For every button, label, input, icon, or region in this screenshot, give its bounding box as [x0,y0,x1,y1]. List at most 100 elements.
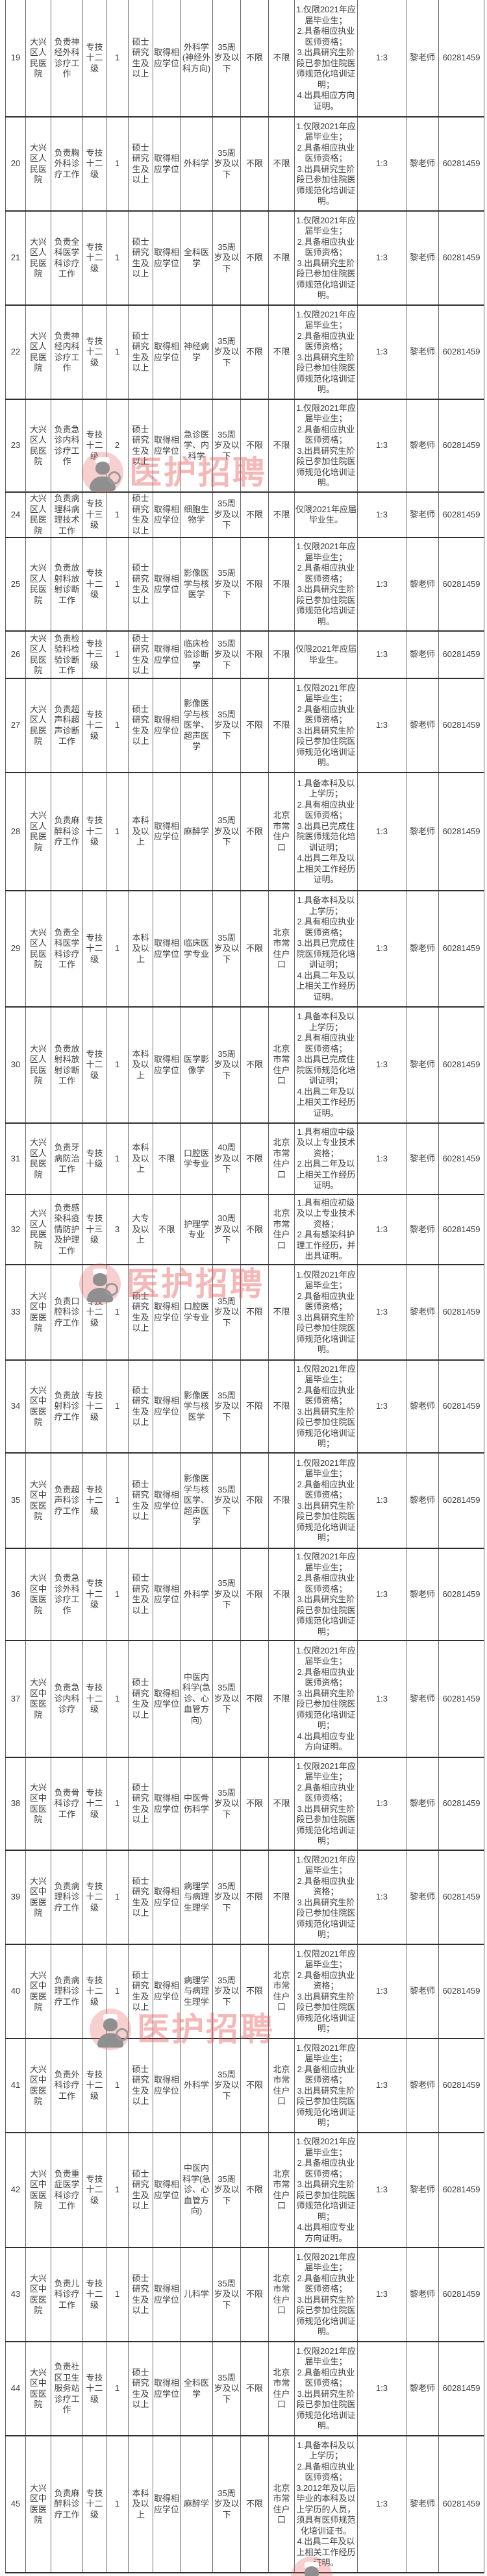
cell-org: 大兴区人民医院 [25,630,51,678]
cell-remarks: 1.仅限2021年应届毕业生； 2.具备相应执业医师资格； 3.出具研究生阶段已… [294,1452,358,1548]
cell-hukou: 北京市常住户口 [268,1122,295,1195]
cell-age: 35周岁及以下 [212,399,241,492]
cell-age: 35周岁及以下 [212,1359,241,1453]
cell-contact: 黎老师 [406,890,439,1007]
cell-gender: 不限 [240,2435,269,2573]
job-row: 28 大兴区人民医院 负责麻醉科诊疗工作 专技十二级 1 本科及以上 取得相应学位 麻醉学 35… [5,772,484,891]
cell-count: 1 [106,1548,129,1641]
cell-phone: 60281459 [438,2435,484,2573]
cell-age: 35周岁及以下 [212,2132,241,2248]
cell-age: 35周岁及以下 [212,772,241,891]
cell-remarks: 1.仅限2021年应届毕业生； 2.具备相应执业医师资格； 3.出具研究生阶段已… [294,0,358,117]
cell-count: 1 [106,1452,129,1548]
cell-duty: 负责神经外科诊疗工作 [51,0,83,117]
cell-major: 中医内科学(急诊、心血管方向) [180,2132,213,2248]
cell-major: 中医骨伤科学 [180,1757,213,1850]
cell-hukou: 不限 [268,304,295,399]
cell-contact: 黎老师 [406,116,439,211]
cell-major: 外科学 [180,2038,213,2133]
job-row: 26 大兴区人民医院 负责检验科检验诊断工作 专技十三级 1 硕士研究生及以上 取得相应学位… [5,630,484,678]
cell-org: 大兴区中医医院 [25,1757,51,1850]
cell-no: 19 [5,0,26,117]
cell-level: 专技十级 [82,1122,106,1195]
cell-count: 1 [106,304,129,399]
cell-hukou: 不限 [268,1452,295,1548]
cell-ratio: 1:3 [357,1850,406,1944]
cell-count: 1 [106,890,129,1007]
cell-duty: 负责放射科放射诊断工作 [51,537,83,631]
cell-remarks: 1.仅限2021年应届毕业生； 2.具备相应执业医师资格； 3.出具研究生阶段已… [294,2247,358,2342]
cell-contact: 黎老师 [406,491,439,538]
cell-org: 大兴区中医医院 [25,1640,51,1757]
cell-remarks: 1.具备本科及以上学历； 2.具备相应执业医师资格； 3.2012年及以后毕业的… [294,2435,358,2573]
cell-age: 35周岁及以下 [212,1006,241,1123]
cell-duty: 负责麻醉科诊疗工作 [51,772,83,891]
cell-edu: 硕士研究生及以上 [128,2038,153,2133]
cell-ratio: 1:3 [357,2247,406,2342]
cell-remarks: 1.仅限2021年应届毕业生； 2.具备相应执业医师资格； 3.出具研究生阶段已… [294,2341,358,2436]
cell-degree: 取得相应学位 [153,1359,181,1453]
cell-remarks: 1.仅限2021年应届毕业生； 2.具备相应执业医师资格； 3.出具研究生阶段已… [294,1548,358,1641]
cell-phone: 60281459 [438,1122,484,1195]
cell-major: 外科学 [180,116,213,211]
cell-phone: 60281459 [438,2247,484,2342]
cell-edu: 硕士研究生及以上 [128,116,153,211]
job-row: 33 大兴区中医医院 负责口腔科诊疗工作 专技十二级 1 硕士研究生及以上 取得相应学位 口腔… [5,1264,484,1360]
cell-major: 中医内科学(急诊、心血管方向) [180,1640,213,1757]
cell-major: 影像医学与核医学 [180,1359,213,1453]
cell-level: 专技十二级 [82,2038,106,2133]
cell-contact: 黎老师 [406,678,439,773]
job-table: 19 大兴区人民医院 负责神经外科诊疗工作 专技十二级 1 硕士研究生及以上 取得相应学位外… [5,0,484,2573]
cell-remarks: 1.仅限2021年应届毕业生； 2.具备相应执业医师资格； 3.出具研究生阶段已… [294,1359,358,1453]
cell-level: 专技十二级 [82,2435,106,2573]
cell-age: 35周岁及以下 [212,2435,241,2573]
cell-duty: 负责口腔科诊疗工作 [51,1264,83,1360]
cell-count: 1 [106,1640,129,1757]
cell-edu: 硕士研究生及以上 [128,1264,153,1360]
cell-org: 大兴区人民医院 [25,537,51,631]
cell-phone: 60281459 [438,491,484,538]
cell-degree: 取得相应学位 [153,0,181,117]
cell-hukou: 不限 [268,0,295,117]
cell-level: 专技十二级 [82,210,106,305]
cell-no: 20 [5,116,26,211]
cell-degree: 取得相应学位 [153,2038,181,2133]
cell-remarks: 1.仅限2021年应届毕业生； 2.具备相应执业医师资格； 3.出具研究生阶段已… [294,116,358,211]
cell-no: 27 [5,678,26,773]
cell-hukou: 不限 [268,678,295,773]
job-row: 39 大兴区中医医院 负责病理科诊疗工作 专技十二级 1 硕士研究生及以上 取得相应学位 病理… [5,1850,484,1944]
cell-edu: 硕士研究生及以上 [128,537,153,631]
job-row: 38 大兴区中医医院 负责骨科诊疗工作 专技十二级 1 硕士研究生及以上 取得相应学位 中医骨… [5,1757,484,1850]
cell-org: 大兴区人民医院 [25,1194,51,1265]
cell-remarks: 1.仅限2021年应届毕业生； 2.具备相应执业医师资格； 3.出具研究生阶段已… [294,678,358,773]
cell-edu: 硕士研究生及以上 [128,2132,153,2248]
cell-no: 38 [5,1757,26,1850]
cell-no: 21 [5,210,26,305]
cell-degree: 取得相应学位 [153,1640,181,1757]
cell-org: 大兴区中医医院 [25,1548,51,1641]
cell-major: 神经病学 [180,304,213,399]
job-row: 32 大兴区人民医院 负责感染科疫情防护及护理工作 专技十三级 3 大专及以上 不限 护理学专… [5,1194,484,1265]
cell-no: 23 [5,399,26,492]
cell-age: 35周岁及以下 [212,1264,241,1360]
cell-gender: 不限 [240,1006,269,1123]
cell-phone: 60281459 [438,1359,484,1453]
cell-level: 专技十三级 [82,491,106,538]
cell-no: 43 [5,2247,26,2342]
cell-hukou: 北京市常住户口 [268,2038,295,2133]
cell-level: 专技十二级 [82,2247,106,2342]
cell-phone: 60281459 [438,1850,484,1944]
cell-ratio: 1:3 [357,1944,406,2038]
cell-age: 35周岁及以下 [212,2038,241,2133]
cell-contact: 黎老师 [406,1944,439,2038]
cell-level: 专技十二级 [82,1452,106,1548]
cell-remarks: 1.具备本科及以上学历； 2.具有相应执业医师资格； 3.出具已完成住院医师规范… [294,1006,358,1123]
cell-duty: 负责超声科诊疗工作 [51,1452,83,1548]
cell-level: 专技十二级 [82,116,106,211]
cell-ratio: 1:3 [357,1640,406,1757]
cell-no: 32 [5,1194,26,1265]
cell-no: 44 [5,2341,26,2436]
cell-duty: 负责病理科诊疗工作 [51,1850,83,1944]
cell-count: 1 [106,630,129,678]
